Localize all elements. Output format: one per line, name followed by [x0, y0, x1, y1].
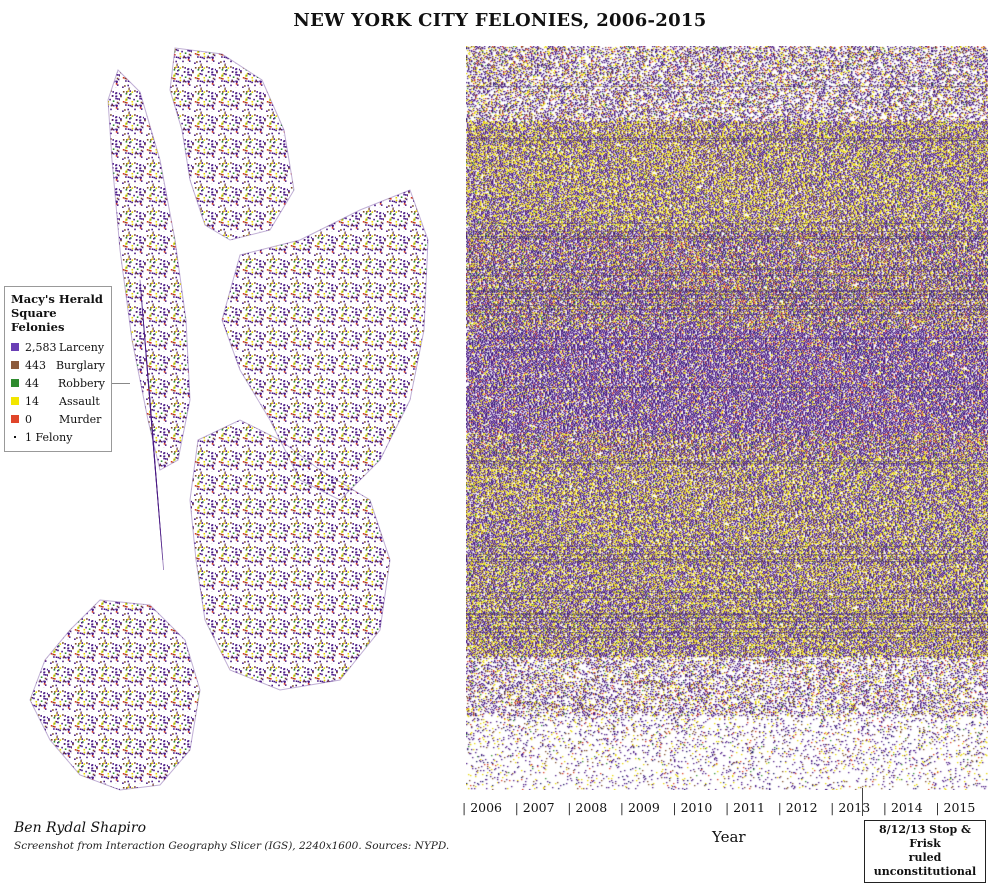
stop-frisk-marker-line	[862, 788, 863, 816]
felony-timeline-panel[interactable]	[466, 46, 988, 790]
manhattan-shape	[107, 69, 191, 471]
murder-label: Murder	[59, 412, 102, 426]
larceny-count: 2,583	[25, 340, 57, 354]
robbery-count: 44	[25, 376, 39, 390]
burglary-label: Burglary	[55, 358, 105, 372]
larceny-swatch	[11, 343, 19, 351]
unit-label: 1 Felony	[25, 430, 73, 444]
legend-item-murder: 0 Murder	[11, 410, 105, 428]
street-grid-line	[153, 449, 164, 571]
x-axis-label: Year	[712, 828, 746, 846]
robbery-swatch	[11, 379, 19, 387]
legend-item-assault: 14 Assault	[11, 392, 105, 410]
legend-title-line1: Macy's Herald	[11, 292, 103, 306]
assault-swatch	[11, 397, 19, 405]
year-tick-2010: 2010	[672, 800, 725, 816]
assault-count: 14	[25, 394, 39, 408]
burglary-count: 443	[25, 358, 46, 372]
bronx-shape	[169, 47, 295, 241]
staten-island-shape	[29, 599, 201, 791]
source-caption: Screenshot from Interaction Geography Sl…	[14, 840, 450, 852]
murder-swatch	[11, 415, 19, 423]
year-tick-2014: 2014	[883, 800, 936, 816]
queens-shape	[221, 189, 429, 501]
assault-label: Assault	[59, 394, 100, 408]
legend-item-robbery: 44 Robbery	[11, 374, 105, 392]
legend-item-larceny: 2,583 Larceny	[11, 338, 105, 356]
nyc-felony-map[interactable]	[0, 40, 440, 800]
legend-item-unit: 1 Felony	[11, 428, 105, 446]
legend-title-line2: Square Felonies	[11, 306, 65, 334]
annotation-line2: ruled unconstitutional	[873, 851, 977, 878]
felony-dot-icon	[14, 436, 16, 438]
year-tick-2012: 2012	[778, 800, 831, 816]
year-tick-2009: 2009	[620, 800, 673, 816]
legend-connector-line	[112, 383, 130, 384]
legend-item-burglary: 443 Burglary	[11, 356, 105, 374]
year-tick-2015: 2015	[935, 800, 988, 816]
year-axis: 2006 2007 2008 2009 2010 2011 2012 2013 …	[462, 800, 988, 816]
year-tick-2006: 2006	[462, 800, 515, 816]
brooklyn-shape	[189, 419, 391, 691]
map-canvas[interactable]	[0, 40, 440, 800]
annotation-line1: 8/12/13 Stop & Frisk	[879, 823, 971, 850]
timeline-dot-density[interactable]	[466, 46, 988, 790]
author-credit: Ben Rydal Shapiro	[14, 820, 146, 836]
borough-shapes	[29, 47, 429, 791]
year-tick-2013: 2013	[830, 800, 883, 816]
year-tick-2007: 2007	[515, 800, 568, 816]
burglary-swatch	[11, 361, 19, 369]
year-tick-2011: 2011	[725, 800, 778, 816]
year-tick-2008: 2008	[567, 800, 620, 816]
murder-count: 0	[25, 412, 32, 426]
larceny-label: Larceny	[59, 340, 105, 354]
legend: Macy's Herald Square Felonies 2,583 Larc…	[4, 286, 112, 452]
legend-title: Macy's Herald Square Felonies	[11, 292, 105, 334]
robbery-label: Robbery	[58, 376, 105, 390]
page-title: NEW YORK CITY FELONIES, 2006-2015	[293, 10, 707, 31]
stop-frisk-annotation: 8/12/13 Stop & Frisk ruled unconstitutio…	[864, 820, 986, 883]
